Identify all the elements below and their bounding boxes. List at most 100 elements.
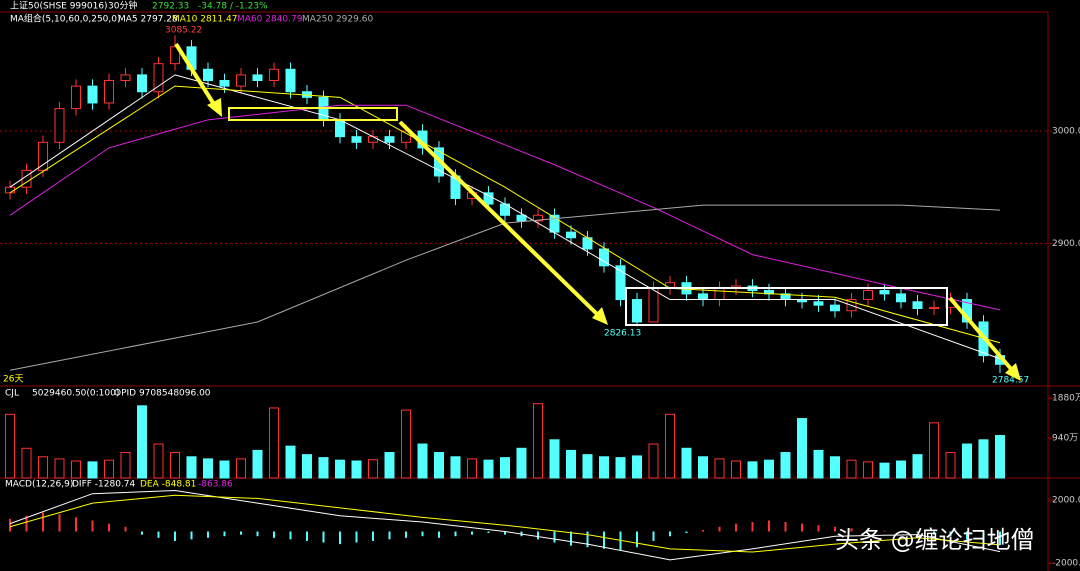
candle-body (269, 68, 279, 82)
candle-body (401, 130, 411, 143)
volume-bar (879, 462, 890, 479)
candle-body (516, 214, 527, 222)
candle-body (71, 85, 81, 110)
candle-body (351, 136, 362, 143)
volume-bar (368, 459, 378, 479)
volume-bar (533, 403, 543, 479)
volume-bar (335, 459, 345, 479)
watermark: 头条 @缠论扫地僧 (835, 526, 1035, 554)
volume-bar (929, 422, 939, 479)
legend-entry: MA250 2929.60 (302, 15, 373, 25)
days: 26天 (3, 375, 23, 385)
candle-body (335, 119, 345, 138)
volume-bar (318, 457, 329, 479)
volume-bar (417, 443, 428, 479)
candle-body (120, 74, 131, 82)
volume-bar (648, 443, 659, 479)
period: 30分钟 (108, 0, 137, 12)
volume-bar (863, 461, 873, 479)
volume-bar (780, 452, 791, 479)
volume-bar (71, 460, 81, 479)
legend-entry: DIFF -1280.74 (72, 480, 136, 490)
y-tick-label: 3000.00 (1052, 127, 1080, 137)
volume-bar (714, 458, 725, 479)
volume-note: OPID 9708548096.00 (114, 389, 211, 399)
volume-bar (302, 454, 312, 479)
legend-entry: MA60 2840.79 (237, 15, 303, 25)
candle-body (170, 46, 180, 65)
candle-body (863, 290, 873, 301)
symbol: 上证50(SHSE 999016) (10, 1, 108, 12)
volume-bar (896, 460, 906, 479)
candle-body (368, 136, 378, 143)
candle-body (929, 306, 939, 310)
volume-bar (797, 418, 807, 479)
legend-entry: MA5 2797.28 (118, 15, 178, 25)
volume-bar (665, 413, 675, 479)
ma-line (9, 490, 1001, 561)
candle-body (698, 293, 708, 301)
volume-bar (170, 452, 180, 479)
candle-body (38, 141, 48, 171)
candle-body (599, 248, 609, 267)
volume-bar (104, 459, 114, 479)
volume-value: 5029460.50(0:100) (32, 389, 119, 399)
volume-bar (978, 439, 989, 479)
change: -34.78 / -1.23% (198, 2, 268, 12)
volume-bar (846, 459, 857, 479)
box (228, 107, 398, 121)
price-annotation: 2784.57 (992, 376, 1029, 386)
candle-body (137, 74, 147, 93)
volume-bar (912, 454, 923, 479)
candle-body (87, 85, 98, 104)
y-tick-label: 940万 (1052, 434, 1078, 444)
volume-bar (285, 445, 296, 479)
volume-bar (21, 447, 32, 479)
volume-bar (153, 443, 164, 479)
volume-bar (203, 458, 213, 479)
volume-bar (401, 409, 411, 479)
arrow-head (207, 98, 222, 117)
candle-body (5, 186, 15, 194)
legend-entry: MA10 2811.47 (172, 15, 237, 25)
candle-body (714, 287, 725, 301)
volume-bar (450, 456, 461, 479)
candle-body (879, 290, 890, 295)
candle-body (632, 299, 642, 323)
candle-body (252, 74, 263, 82)
volume-bar (186, 456, 197, 479)
price-annotation: 3085.22 (165, 26, 202, 36)
candle-body (648, 287, 659, 323)
arrow (398, 120, 600, 317)
y-tick-label: 1880万 (1052, 394, 1080, 404)
candle-body (236, 74, 246, 87)
volume-bar (516, 447, 527, 479)
volume-bar (747, 461, 758, 479)
y-tick-label: -2000.00 (1052, 558, 1080, 568)
candle-body (285, 68, 296, 93)
ma-line (9, 494, 1001, 553)
price-annotation: 2826.13 (604, 329, 641, 339)
volume-bar (219, 460, 230, 479)
candle-body (566, 231, 576, 239)
volume-bar (434, 452, 444, 479)
volume-title: CJL (5, 389, 19, 399)
volume-bar (945, 452, 956, 479)
volume-bar (681, 447, 692, 479)
volume-bar (566, 449, 576, 479)
volume-bar (54, 458, 65, 479)
volume-bar (764, 459, 774, 479)
volume-bar (252, 449, 263, 479)
arrow-head (592, 307, 608, 325)
volume-bar (582, 454, 593, 479)
candle-body (912, 301, 923, 310)
volume-bar (632, 455, 642, 479)
volume-bar (599, 456, 609, 479)
volume-bar (137, 405, 147, 479)
legend-entry: DEA -848.81 (140, 480, 196, 490)
candle-body (384, 136, 395, 143)
macd-title: MACD(12,26,9) (5, 480, 73, 490)
arrow-head (1005, 363, 1021, 381)
